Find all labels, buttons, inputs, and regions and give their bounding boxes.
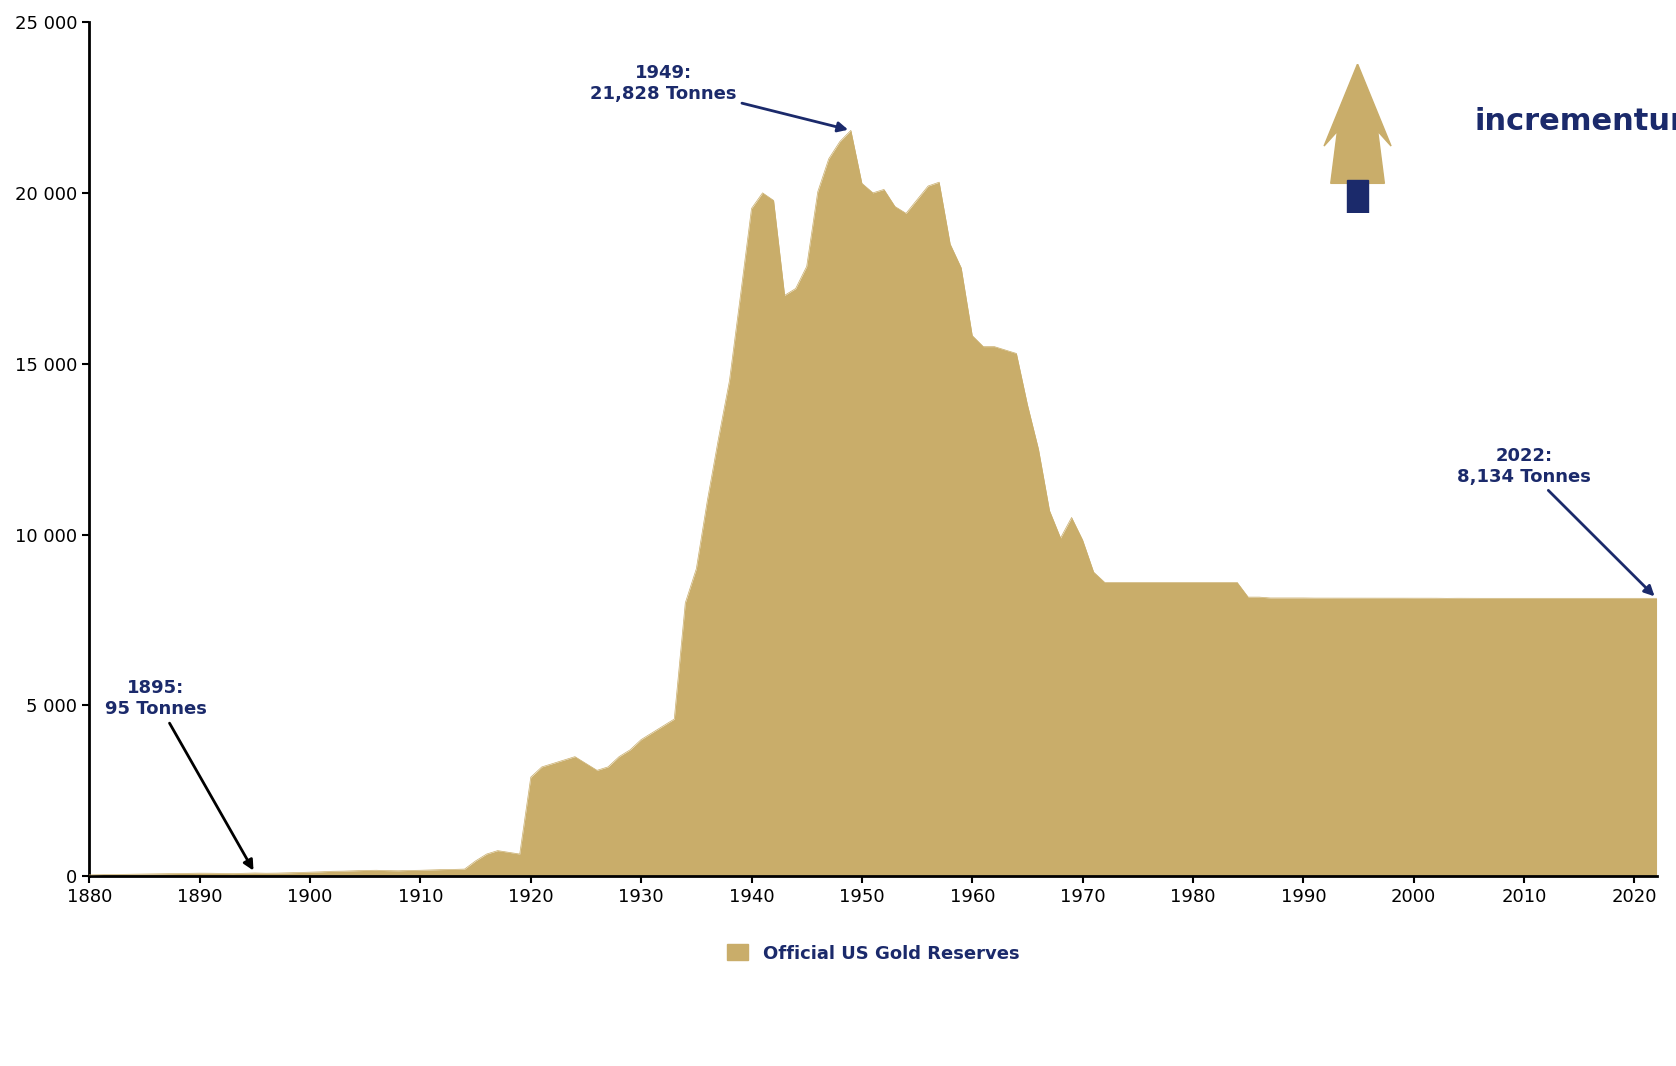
Text: 1949:
21,828 Tonnes: 1949: 21,828 Tonnes [590, 64, 845, 131]
Bar [1348, 180, 1368, 213]
Polygon shape [1324, 64, 1391, 183]
Text: 1895:
95 Tonnes: 1895: 95 Tonnes [104, 679, 251, 868]
Text: 2022:
8,134 Tonnes: 2022: 8,134 Tonnes [1456, 447, 1653, 594]
Text: incrementum: incrementum [1475, 107, 1676, 135]
Legend: Official US Gold Reserves: Official US Gold Reserves [719, 937, 1026, 970]
